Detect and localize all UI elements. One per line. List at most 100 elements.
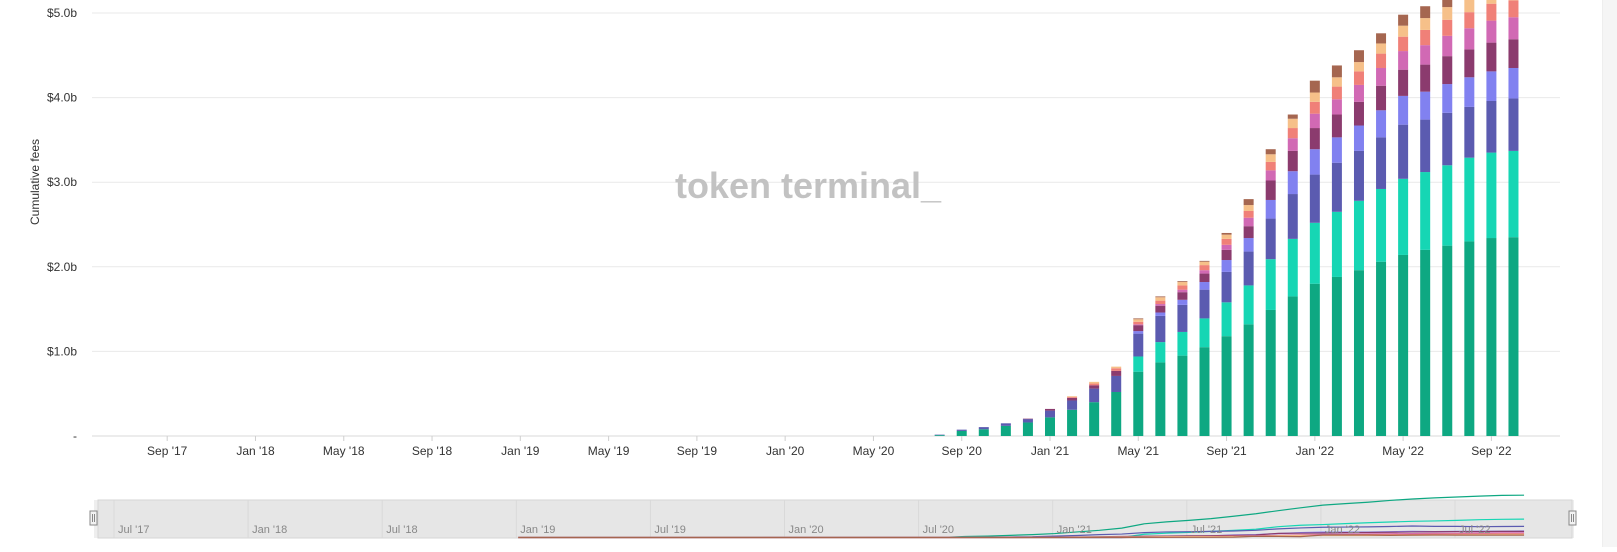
bar-segment: [1023, 419, 1033, 420]
bar-segment: [1045, 409, 1055, 411]
bar-Dec--20[interactable]: [1023, 419, 1033, 436]
bar-Aug--21[interactable]: [1199, 261, 1209, 436]
bar-segment: [1177, 282, 1187, 285]
bar-segment: [1442, 246, 1452, 436]
bar-segment: [1376, 262, 1386, 436]
navigator-tick-label: Jul '20: [923, 524, 954, 536]
bar-May--21[interactable]: [1133, 318, 1143, 436]
bar-segment: [935, 435, 945, 436]
bar-Oct--21[interactable]: [1244, 199, 1254, 436]
bar-segment: [1244, 205, 1254, 211]
bar-segment: [1442, 20, 1452, 36]
bar-segment: [1420, 6, 1430, 18]
page-scrollbar[interactable]: [1602, 0, 1617, 547]
y-axis-ticks: -$1.0b$2.0b$3.0b$4.0b$5.0b: [47, 6, 77, 443]
bar-segment: [1420, 18, 1430, 30]
bar-Aug--20[interactable]: [935, 435, 945, 436]
bar-Jun--21[interactable]: [1155, 296, 1165, 436]
x-tick-label: May '19: [588, 444, 630, 458]
bar-segment: [1244, 238, 1254, 252]
bar-Oct--22[interactable]: [1508, 0, 1518, 436]
bar-segment: [1486, 43, 1496, 72]
x-tick-label: Jan '19: [501, 444, 540, 458]
bar-segment: [1420, 250, 1430, 436]
bar-Sep--22[interactable]: [1486, 0, 1496, 436]
bar-Mar--22[interactable]: [1354, 50, 1364, 436]
bar-segment: [1376, 86, 1386, 111]
bar-segment: [1222, 245, 1232, 250]
x-tick-label: May '22: [1382, 444, 1424, 458]
bar-Jun--22[interactable]: [1420, 6, 1430, 436]
bar-Mar--21[interactable]: [1089, 382, 1099, 436]
bar-segment: [1023, 422, 1033, 436]
bar-segment: [1045, 417, 1055, 436]
bar-segment: [1310, 81, 1320, 93]
bar-Apr--22[interactable]: [1376, 33, 1386, 436]
navigator-left-handle[interactable]: [90, 511, 97, 525]
bar-segment: [1420, 30, 1430, 45]
bar-segment: [1464, 12, 1474, 28]
bar-segment: [1354, 201, 1364, 270]
bar-segment: [1288, 171, 1298, 194]
bar-segment: [1508, 0, 1518, 17]
bar-Sep--21[interactable]: [1222, 233, 1232, 436]
bar-segment: [1177, 356, 1187, 436]
bar-segment: [1376, 189, 1386, 262]
bar-Dec--21[interactable]: [1288, 115, 1298, 436]
bar-Nov--21[interactable]: [1266, 149, 1276, 436]
bar-segment: [1222, 336, 1232, 436]
bar-Feb--21[interactable]: [1067, 396, 1077, 436]
bar-Apr--21[interactable]: [1111, 367, 1121, 436]
bar-segment: [1155, 342, 1165, 362]
bar-segment: [1266, 181, 1276, 200]
navigator-right-handle[interactable]: [1569, 511, 1576, 525]
navigator-tick-label: Jan '21: [1057, 524, 1092, 536]
bar-segment: [1089, 389, 1099, 403]
bar-segment: [1177, 300, 1187, 305]
bar-segment: [1089, 402, 1099, 436]
bar-Sep--20[interactable]: [957, 430, 967, 436]
bar-segment: [1288, 151, 1298, 171]
bar-segment: [1155, 297, 1165, 300]
bar-Jan--22[interactable]: [1310, 81, 1320, 436]
bar-segment: [1442, 113, 1452, 165]
bar-segment: [1442, 165, 1452, 245]
bar-segment: [1398, 125, 1408, 179]
bar-segment: [1310, 223, 1320, 284]
bar-Jul--21[interactable]: [1177, 281, 1187, 436]
bar-segment: [979, 429, 989, 436]
bar-segment: [1222, 260, 1232, 272]
bar-segment: [1001, 423, 1011, 426]
bar-segment: [1354, 50, 1364, 62]
bar-segment: [1354, 270, 1364, 436]
bar-segment: [1332, 99, 1342, 114]
bar-segment: [957, 431, 967, 436]
bar-segment: [1155, 362, 1165, 436]
navigator-tick-label: Jan '18: [252, 524, 287, 536]
bar-segment: [1266, 259, 1276, 310]
bar-segment: [1508, 151, 1518, 237]
bar-May--22[interactable]: [1398, 15, 1408, 436]
bar-segment: [1354, 71, 1364, 85]
bar-segment: [1398, 26, 1408, 37]
bar-segment: [1222, 235, 1232, 239]
bar-Jan--21[interactable]: [1045, 409, 1055, 436]
bar-segment: [1199, 262, 1209, 265]
bar-segment: [1310, 175, 1320, 223]
bar-segment: [1133, 331, 1143, 334]
bar-Oct--20[interactable]: [979, 427, 989, 436]
bar-segment: [1177, 290, 1187, 293]
bar-Feb--22[interactable]: [1332, 65, 1342, 436]
bar-segment: [1155, 306, 1165, 313]
bar-Jul--22[interactable]: [1442, 0, 1452, 436]
bar-segment: [1155, 296, 1165, 297]
bar-Nov--20[interactable]: [1001, 423, 1011, 436]
bar-segment: [1111, 371, 1121, 376]
bar-segment: [1508, 237, 1518, 436]
bar-Aug--22[interactable]: [1464, 0, 1474, 436]
bar-segment: [1310, 93, 1320, 102]
bar-segment: [1089, 384, 1099, 386]
x-tick-label: Sep '20: [942, 444, 983, 458]
bar-segment: [1310, 284, 1320, 436]
